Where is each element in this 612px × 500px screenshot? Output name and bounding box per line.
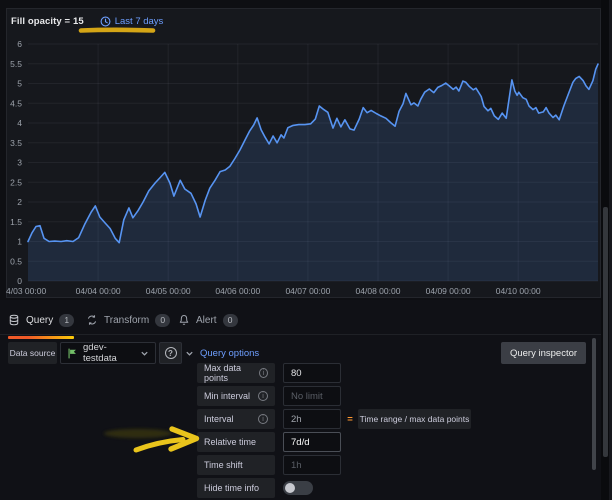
- data-source-picker[interactable]: gdev-testdata: [60, 342, 156, 364]
- svg-text:04/06 00:00: 04/06 00:00: [215, 286, 260, 296]
- datasource-help-button[interactable]: ?: [159, 342, 182, 364]
- svg-text:04/08 00:00: 04/08 00:00: [356, 286, 401, 296]
- option-row-time-shift: Time shift: [0, 455, 601, 475]
- tab-alert-label: Alert: [196, 314, 217, 326]
- database-icon: [8, 314, 20, 326]
- hide-time-info-label: Hide time info: [197, 478, 275, 498]
- min-interval-label: Min interval i: [197, 386, 275, 406]
- svg-text:3: 3: [17, 158, 22, 168]
- svg-text:04/09 00:00: 04/09 00:00: [426, 286, 471, 296]
- transform-icon: [86, 314, 98, 326]
- clock-icon: [100, 16, 111, 26]
- editor-tabbar: Query 1 Transform 0: [0, 300, 601, 339]
- tab-alert-count: 0: [222, 313, 238, 327]
- time-shift-label: Time shift: [197, 455, 275, 475]
- time-shift-input[interactable]: [283, 455, 341, 475]
- relative-time-input[interactable]: [283, 432, 341, 452]
- option-row-interval: Interval i = Time range / max data point…: [0, 409, 601, 429]
- svg-text:0: 0: [17, 276, 22, 286]
- svg-text:04/07 00:00: 04/07 00:00: [285, 286, 330, 296]
- query-options-toggle[interactable]: Query options: [185, 342, 259, 364]
- equals-sign: =: [347, 413, 353, 425]
- svg-text:4/03 00:00: 4/03 00:00: [6, 286, 46, 296]
- query-options-label: Query options: [200, 347, 260, 359]
- page-scrollbar-thumb[interactable]: [603, 207, 608, 457]
- option-row-hide-time-info: Hide time info: [0, 478, 601, 498]
- svg-text:2: 2: [17, 197, 22, 207]
- svg-text:5: 5: [17, 79, 22, 89]
- option-row-relative-time: Relative time: [0, 432, 601, 452]
- panel-title: Fill opacity = 15: [11, 15, 84, 27]
- panel-header: Fill opacity = 15 Last 7 days: [11, 13, 163, 29]
- svg-text:4.5: 4.5: [10, 98, 22, 108]
- data-source-label: Data source: [8, 342, 57, 364]
- query-editor-section: Query 1 Transform 0: [0, 300, 601, 500]
- svg-text:1: 1: [17, 237, 22, 247]
- editor-scrollbar-thumb[interactable]: [592, 338, 596, 470]
- tab-transform-label: Transform: [104, 314, 150, 326]
- tab-transform[interactable]: Transform 0: [86, 308, 171, 332]
- tab-alert[interactable]: Alert 0: [178, 308, 238, 332]
- max-data-points-label: Max data points i: [197, 363, 275, 383]
- interval-label: Interval i: [197, 409, 275, 429]
- svg-text:0.5: 0.5: [10, 256, 22, 266]
- tab-query-label: Query: [26, 314, 54, 326]
- info-icon: i: [258, 391, 268, 401]
- min-interval-input[interactable]: [283, 386, 341, 406]
- time-range-link[interactable]: Last 7 days: [100, 15, 164, 27]
- bell-icon: [178, 314, 190, 326]
- svg-text:1.5: 1.5: [10, 217, 22, 227]
- question-circle-icon: ?: [164, 347, 177, 359]
- timeseries-panel: 0 0.5 1 1.5 2 2.5 3 3.5 4 4.5 5 5.5 6 4/03 00:00 04/04…: [6, 8, 601, 298]
- svg-text:2.5: 2.5: [10, 177, 22, 187]
- chevron-down-icon: [141, 351, 148, 356]
- data-source-row: Data source gdev-testdata ? Query option…: [0, 342, 601, 364]
- testdata-datasource-icon: [68, 347, 76, 359]
- data-source-value: gdev-testdata: [83, 342, 117, 364]
- active-tab-underline: [8, 336, 75, 339]
- interval-input[interactable]: [283, 409, 341, 429]
- svg-text:04/04 00:00: 04/04 00:00: [76, 286, 121, 296]
- svg-text:5.5: 5.5: [10, 59, 22, 69]
- time-range-label: Last 7 days: [114, 15, 164, 27]
- tab-query[interactable]: Query 1: [8, 308, 75, 339]
- svg-text:04/05 00:00: 04/05 00:00: [146, 286, 191, 296]
- svg-text:3.5: 3.5: [10, 138, 22, 148]
- max-data-points-input[interactable]: [283, 363, 341, 383]
- info-icon: i: [258, 414, 268, 424]
- time-series-chart[interactable]: 0 0.5 1 1.5 2 2.5 3 3.5 4 4.5 5 5.5 6 4/03 00:00 04/04…: [1, 1, 612, 301]
- tab-transform-count: 0: [155, 313, 171, 327]
- svg-text:6: 6: [17, 39, 22, 49]
- info-icon: i: [259, 368, 268, 378]
- interval-formula: Time range / max data points: [358, 409, 471, 429]
- toggle-knob: [285, 483, 295, 493]
- tab-query-count: 1: [59, 313, 75, 327]
- relative-time-label: Relative time: [197, 432, 275, 452]
- hide-time-info-toggle[interactable]: [283, 481, 313, 495]
- svg-text:4: 4: [17, 118, 22, 128]
- svg-text:04/10 00:00: 04/10 00:00: [496, 286, 541, 296]
- window-right-edge: [609, 0, 612, 500]
- query-inspector-button[interactable]: Query inspector: [501, 342, 586, 364]
- option-row-max-data-points: Max data points i: [0, 363, 601, 383]
- option-row-min-interval: Min interval i: [0, 386, 601, 406]
- chevron-down-icon: [186, 351, 193, 356]
